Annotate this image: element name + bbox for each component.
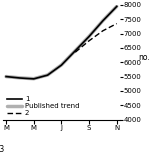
- Text: 2013: 2013: [0, 145, 5, 154]
- Published trend: [19, 77, 21, 79]
- 1: [47, 74, 49, 76]
- Published trend: [74, 50, 76, 52]
- 1: [33, 78, 35, 80]
- 2: [102, 30, 104, 32]
- Published trend: [33, 78, 35, 80]
- Line: Published trend: Published trend: [6, 6, 117, 79]
- Line: 1: 1: [6, 6, 117, 79]
- Published trend: [47, 74, 49, 76]
- Published trend: [102, 20, 104, 22]
- 2: [88, 40, 90, 42]
- Line: 2: 2: [75, 24, 117, 52]
- Published trend: [5, 76, 7, 78]
- 1: [60, 64, 62, 66]
- 1: [19, 77, 21, 79]
- 1: [5, 76, 7, 78]
- Published trend: [88, 35, 90, 37]
- 1: [88, 36, 90, 38]
- 2: [116, 23, 118, 25]
- Legend: 1, Published trend, 2: 1, Published trend, 2: [7, 96, 79, 116]
- 1: [74, 50, 76, 52]
- 1: [102, 20, 104, 22]
- 1: [116, 5, 118, 7]
- Published trend: [116, 5, 118, 7]
- Y-axis label: no.: no.: [139, 53, 150, 62]
- 2: [74, 51, 76, 53]
- Published trend: [60, 64, 62, 66]
